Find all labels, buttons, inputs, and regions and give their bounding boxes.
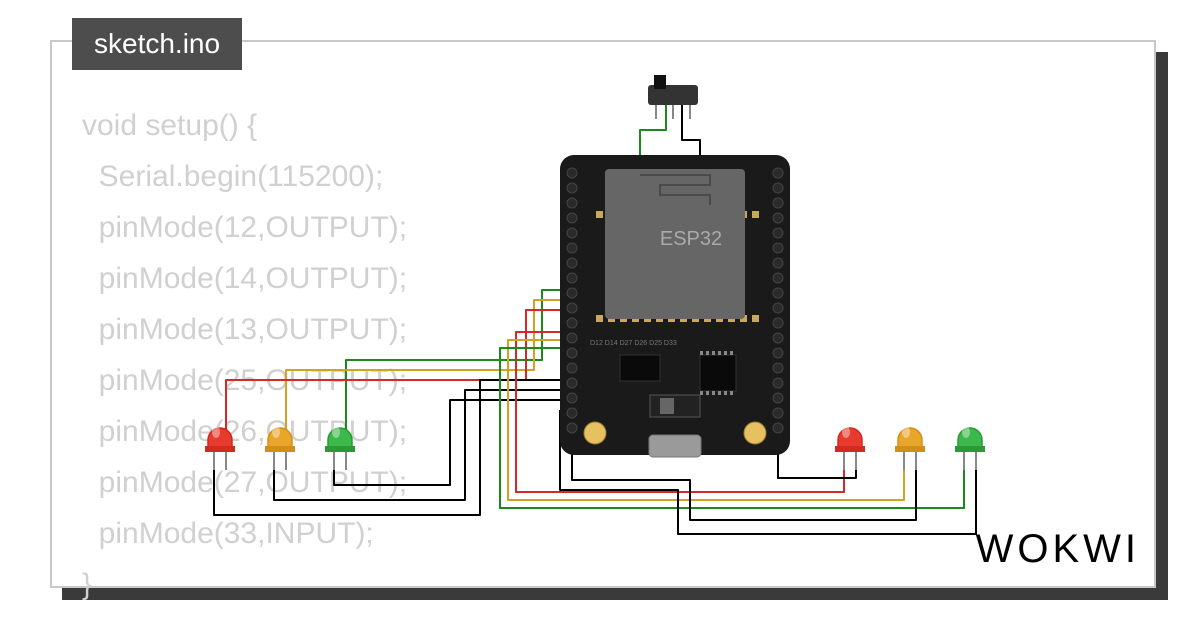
filename-tab: sketch.ino [72, 18, 242, 70]
svg-text:D12 D14 D27 D26 D25 D33: D12 D14 D27 D26 D25 D33 [590, 340, 677, 347]
wokwi-logo: WOKWI [976, 527, 1140, 572]
svg-text:ESP32: ESP32 [660, 228, 722, 250]
